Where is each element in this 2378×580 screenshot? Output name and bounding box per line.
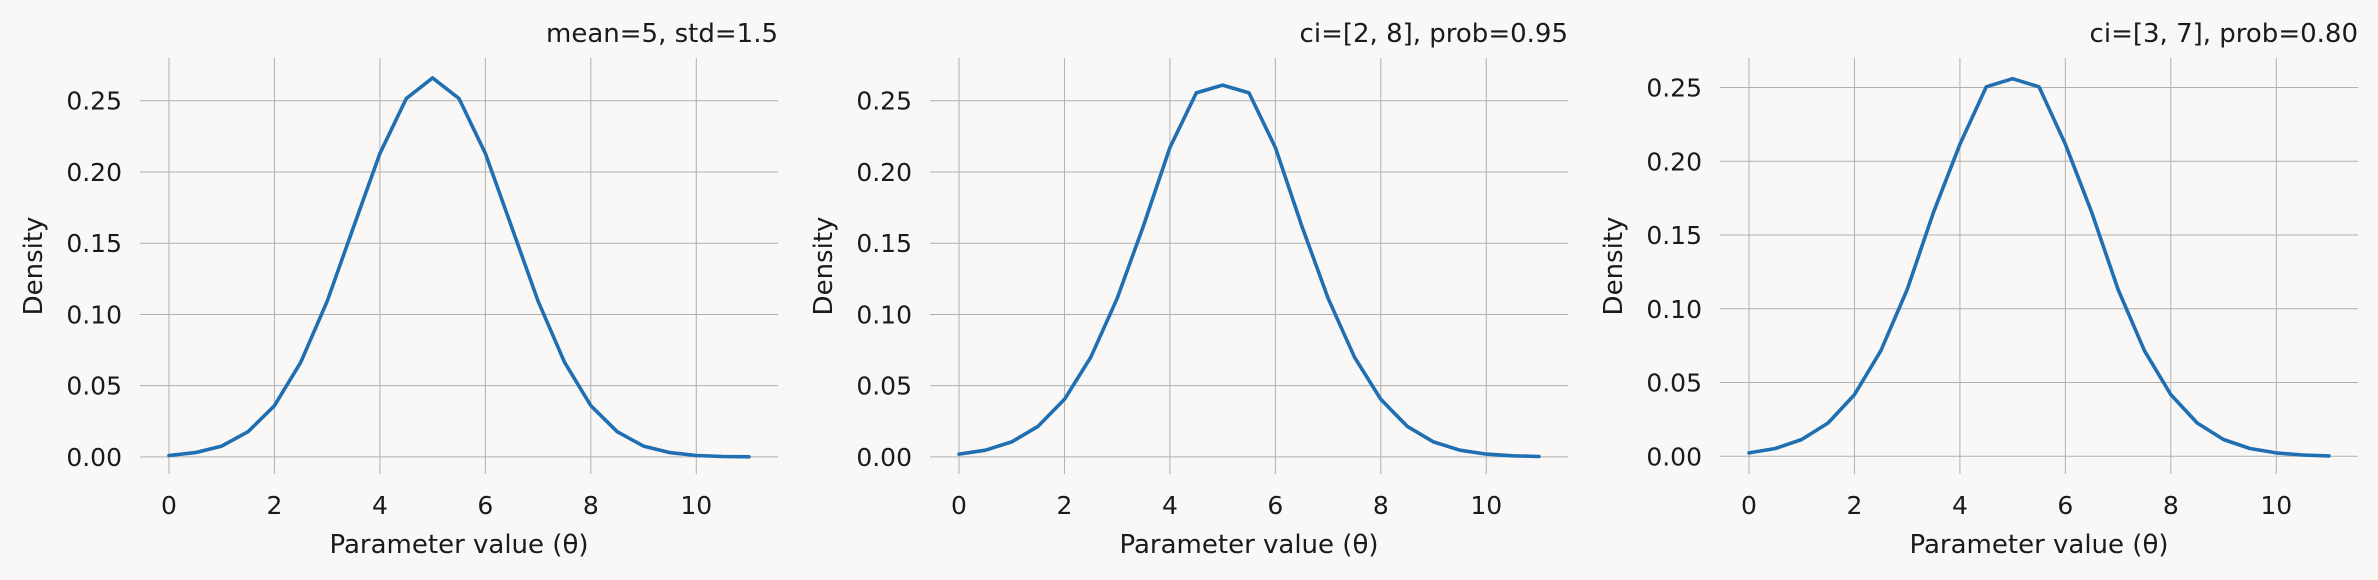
x-tick-label: 6 <box>477 491 493 520</box>
x-tick-label: 0 <box>161 491 177 520</box>
x-tick-label: 6 <box>1267 491 1283 520</box>
x-tick-label: 2 <box>1847 491 1863 520</box>
x-tick-label: 8 <box>583 491 599 520</box>
y-tick-label: 0.05 <box>1646 369 1702 398</box>
y-tick-label: 0.10 <box>1646 295 1702 324</box>
y-tick-label: 0.10 <box>66 300 122 329</box>
x-tick-label: 0 <box>1741 491 1757 520</box>
x-tick-label: 8 <box>2163 491 2179 520</box>
y-tick-label: 0.00 <box>856 443 912 472</box>
y-tick-label: 0.25 <box>1646 74 1702 103</box>
y-tick-label: 0.20 <box>66 158 122 187</box>
x-tick-label: 8 <box>1373 491 1389 520</box>
y-tick-label: 0.25 <box>66 87 122 116</box>
density-curve <box>167 76 751 459</box>
x-tick-label: 10 <box>2260 491 2292 520</box>
y-tick-label: 0.20 <box>1646 147 1702 176</box>
gridlines <box>930 58 1568 474</box>
gridlines <box>140 58 778 474</box>
x-axis-label: Parameter value (θ) <box>1119 530 1378 560</box>
x-tick-label: 4 <box>1952 491 1968 520</box>
x-tick-label: 4 <box>372 491 388 520</box>
x-axis-label: Parameter value (θ) <box>329 530 588 560</box>
y-tick-label: 0.15 <box>1646 221 1702 250</box>
panel-title: ci=[2, 8], prob=0.95 <box>1300 19 1568 49</box>
y-axis-label: Density <box>1599 217 1629 316</box>
x-tick-label: 10 <box>680 491 712 520</box>
y-tick-label: 0.25 <box>856 87 912 116</box>
y-tick-label: 0.15 <box>856 229 912 258</box>
x-tick-label: 0 <box>951 491 967 520</box>
y-tick-label: 0.05 <box>856 372 912 401</box>
y-tick-label: 0.00 <box>1646 442 1702 471</box>
x-axis-label: Parameter value (θ) <box>1909 530 2168 560</box>
y-tick-label: 0.20 <box>856 158 912 187</box>
y-axis-label: Density <box>809 217 839 316</box>
x-tick-label: 10 <box>1470 491 1502 520</box>
chart-panel-3: 0 2 4 6 8 10 0.00 0.05 0.10 0.15 0.20 0.25 ci=[3, 7]… <box>1599 19 2358 560</box>
panel-title: ci=[3, 7], prob=0.80 <box>2090 19 2358 49</box>
gridlines <box>1720 58 2358 474</box>
x-tick-label: 4 <box>1162 491 1178 520</box>
y-tick-label: 0.00 <box>66 443 122 472</box>
x-tick-label: 2 <box>1057 491 1073 520</box>
chart-panels: 0 2 4 6 8 10 0.00 0.05 0.10 0.15 0.20 0.25 mean=5, s… <box>19 19 2358 560</box>
y-tick-label: 0.05 <box>66 372 122 401</box>
density-curve <box>957 83 1541 459</box>
x-tick-label: 6 <box>2057 491 2073 520</box>
x-tick-label: 2 <box>267 491 283 520</box>
y-axis-label: Density <box>19 217 49 316</box>
density-curve <box>1747 76 2331 458</box>
chart-panel-1: 0 2 4 6 8 10 0.00 0.05 0.10 0.15 0.20 0.25 mean=5, s… <box>19 19 778 560</box>
y-tick-label: 0.10 <box>856 300 912 329</box>
chart-panel-2: 0 2 4 6 8 10 0.00 0.05 0.10 0.15 0.20 0.25 ci=[2, 8]… <box>809 19 1568 560</box>
panel-title: mean=5, std=1.5 <box>546 19 778 49</box>
y-tick-label: 0.15 <box>66 229 122 258</box>
